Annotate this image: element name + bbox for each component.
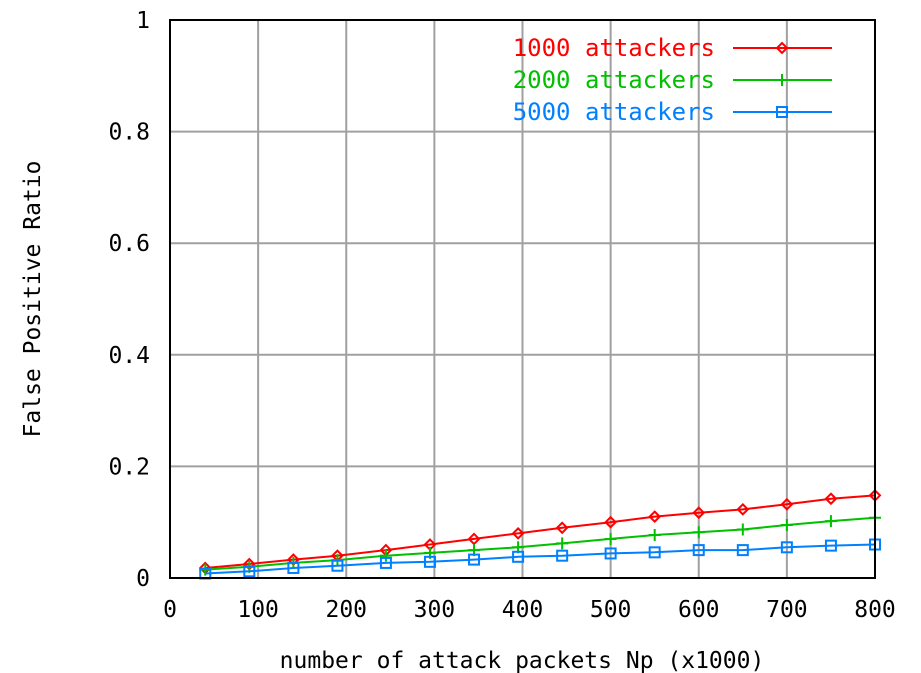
y-tick-label: 1	[136, 8, 150, 34]
data-point-marker	[287, 561, 300, 574]
series-line	[205, 494, 876, 569]
legend-label: 2000 attackers	[513, 66, 715, 94]
series-2	[199, 511, 881, 576]
data-point-marker	[736, 523, 749, 536]
series-layer	[198, 489, 882, 580]
legend-label: 1000 attackers	[513, 34, 715, 62]
legend-label: 5000 attackers	[513, 98, 715, 126]
legend-item: 2000 attackers	[513, 66, 832, 94]
data-point-marker	[824, 515, 837, 528]
data-point-marker	[648, 510, 662, 524]
data-point-marker	[555, 521, 569, 535]
legend: 1000 attackers 2000 attackers 5000 attacke…	[513, 34, 832, 126]
data-point-marker	[780, 541, 793, 554]
data-point-marker	[556, 537, 569, 550]
data-point-marker	[736, 502, 750, 516]
data-point-marker	[243, 565, 256, 578]
data-point-marker	[604, 532, 617, 545]
data-point-marker	[692, 506, 706, 520]
y-tick-label: 0.4	[108, 343, 150, 369]
data-point-marker	[379, 549, 392, 562]
series-line	[205, 516, 876, 571]
x-tick-label: 700	[766, 597, 808, 623]
y-tick-label: 0.2	[108, 454, 150, 480]
x-tick-label: 300	[414, 597, 456, 623]
data-point-marker	[648, 529, 661, 542]
x-tick-label: 600	[678, 597, 720, 623]
data-point-marker	[512, 550, 525, 563]
x-tick-label: 100	[237, 597, 279, 623]
legend-item: 1000 attackers	[513, 34, 832, 62]
data-point-marker	[331, 559, 344, 572]
data-point-marker	[468, 553, 481, 566]
y-tick-label: 0	[136, 566, 150, 592]
plot-frame	[169, 19, 876, 579]
data-point-marker	[780, 518, 793, 531]
data-point-marker	[556, 549, 569, 562]
y-tick-label: 0.6	[108, 231, 150, 257]
x-tick-label: 800	[854, 597, 896, 623]
data-point-marker	[423, 555, 436, 568]
x-tick-label: 500	[590, 597, 632, 623]
tick-labels: 0 100 200 300 400 500 600 700 800 0 0.2 0.4 0.6 0.8 1	[108, 8, 895, 623]
x-axis-label: number of attack packets Np (x1000)	[280, 648, 765, 673]
data-point-marker	[780, 497, 794, 511]
data-point-marker	[824, 492, 838, 506]
x-tick-label: 200	[325, 597, 367, 623]
data-point-marker	[648, 546, 661, 559]
data-point-marker	[775, 41, 789, 55]
data-point-marker	[604, 515, 618, 529]
x-tick-label: 400	[502, 597, 544, 623]
y-tick-label: 0.8	[108, 120, 150, 146]
data-point-marker	[692, 526, 705, 539]
data-point-marker	[692, 544, 705, 557]
data-point-marker	[776, 74, 788, 86]
x-tick-label: 0	[163, 597, 177, 623]
data-point-marker	[776, 106, 788, 118]
data-point-marker	[824, 539, 837, 552]
y-axis-label: False Positive Ratio	[20, 161, 46, 438]
data-point-marker	[511, 526, 525, 540]
data-point-marker	[604, 547, 617, 560]
data-point-marker	[736, 544, 749, 557]
series-1	[198, 489, 882, 575]
legend-item: 5000 attackers	[513, 98, 832, 126]
series-line	[205, 543, 876, 575]
data-point-marker	[467, 532, 481, 546]
data-point-marker	[379, 556, 392, 569]
